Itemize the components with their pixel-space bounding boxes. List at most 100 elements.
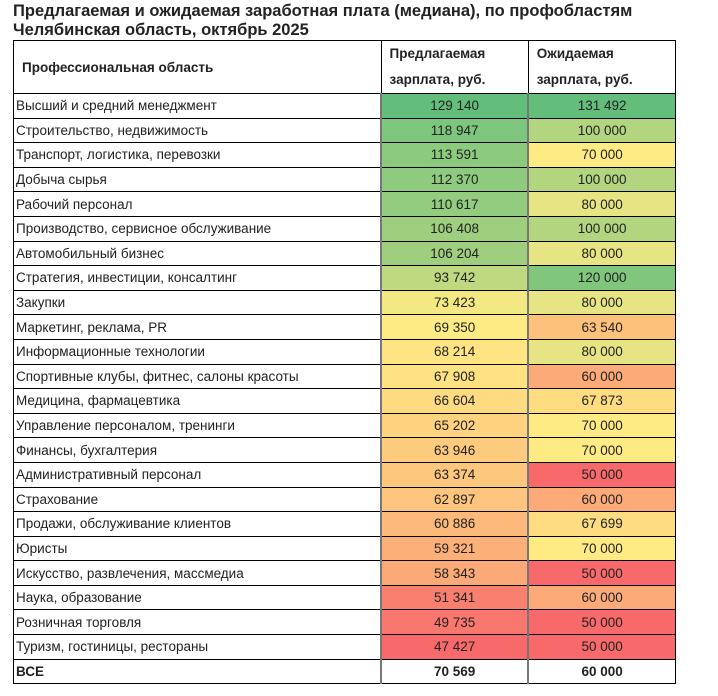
table-row: Информационные технологии 68 214 80 000 [13, 338, 677, 365]
offered-cell: 69 350 [380, 314, 529, 340]
total-label: ВСЕ [13, 658, 382, 685]
expected-cell: 80 000 [527, 240, 677, 267]
table-row: Финансы, бухгалтерия 63 946 70 000 [13, 437, 677, 463]
table-row: Страхование 62 897 60 000 [13, 486, 677, 513]
table-row: Транспорт, логистика, перевозки 113 591 … [13, 142, 677, 168]
offered-cell: 60 886 [380, 511, 529, 537]
table-row: Спортивные клубы, фитнес, салоны красоты… [13, 363, 677, 390]
table-row: Наука, образование 51 341 60 000 [13, 584, 677, 611]
offered-cell: 110 617 [380, 191, 529, 217]
expected-cell: 100 000 [527, 117, 677, 144]
area-cell: Финансы, бухгалтерия [13, 437, 382, 463]
offered-cell: 66 604 [380, 388, 529, 414]
header-offered-line1: Предлагаемая [389, 46, 486, 61]
offered-cell: 59 321 [380, 535, 529, 562]
table-row: Высший и средний менеджмент 129 140 131 … [13, 93, 677, 119]
header-expected-line2: зарплата, руб. [536, 72, 633, 87]
table-row: Медицина, фармацевтика 66 604 67 873 [13, 388, 677, 414]
area-cell: Строительство, недвижимость [13, 117, 382, 144]
expected-cell: 70 000 [527, 142, 677, 168]
area-cell: Медицина, фармацевтика [13, 388, 382, 414]
offered-cell: 51 341 [380, 584, 529, 611]
table-row: Маркетинг, реклама, PR 69 350 63 540 [13, 314, 677, 340]
table-row: Розничная торговля 49 735 50 000 [13, 609, 677, 636]
area-cell: Спортивные клубы, фитнес, салоны красоты [13, 363, 382, 390]
title-line-1: Предлагаемая и ожидаемая заработная плат… [13, 2, 633, 20]
area-cell: Продажи, обслуживание клиентов [13, 511, 382, 537]
expected-cell: 70 000 [527, 412, 677, 439]
table-row: Туризм, гостиницы, рестораны 47 427 50 0… [13, 634, 677, 660]
header-area: Профессиональная область [13, 40, 382, 94]
area-cell: Стратегия, инвестиции, консалтинг [13, 265, 382, 291]
expected-cell: 80 000 [527, 289, 677, 316]
offered-cell: 49 735 [380, 609, 529, 636]
area-cell: Маркетинг, реклама, PR [13, 314, 382, 340]
expected-cell: 70 000 [527, 535, 677, 562]
area-cell: Розничная торговля [13, 609, 382, 636]
header-offered-line2: зарплата, руб. [389, 72, 486, 87]
expected-cell: 50 000 [527, 609, 677, 636]
table-row: Юристы 59 321 70 000 [13, 535, 677, 562]
area-cell: Производство, сервисное обслуживание [13, 215, 382, 242]
expected-cell: 60 000 [527, 363, 677, 390]
title-line-2: Челябинская область, октябрь 2025 [13, 21, 309, 39]
area-cell: Добыча сырья [13, 166, 382, 193]
header-expected-line1: Ожидаемая [536, 46, 614, 61]
table-row: Рабочий персонал 110 617 80 000 [13, 191, 677, 217]
header-expected: Ожидаемая зарплата, руб. [527, 40, 677, 94]
table-row: Административный персонал 63 374 50 000 [13, 461, 677, 488]
expected-cell: 50 000 [527, 560, 677, 586]
offered-cell: 93 742 [380, 265, 529, 291]
table-row: Управление персоналом, тренинги 65 202 7… [13, 412, 677, 439]
area-cell: Транспорт, логистика, перевозки [13, 142, 382, 168]
salary-table: Профессиональная область Предлагаемая зар… [13, 40, 677, 685]
expected-cell: 70 000 [527, 437, 677, 463]
table-row: Автомобильный бизнес 106 204 80 000 [13, 240, 677, 267]
header-offered: Предлагаемая зарплата, руб. [380, 40, 529, 94]
expected-cell: 67 873 [527, 388, 677, 414]
area-cell: Рабочий персонал [13, 191, 382, 217]
header-row: Профессиональная область Предлагаемая зар… [13, 40, 677, 94]
offered-cell: 63 374 [380, 461, 529, 488]
area-cell: Туризм, гостиницы, рестораны [13, 634, 382, 660]
expected-cell: 67 699 [527, 511, 677, 537]
expected-cell: 120 000 [527, 265, 677, 291]
offered-cell: 113 591 [380, 142, 529, 168]
expected-cell: 100 000 [527, 166, 677, 193]
expected-cell: 50 000 [527, 461, 677, 488]
offered-cell: 106 408 [380, 215, 529, 242]
expected-cell: 80 000 [527, 191, 677, 217]
table-row: Стратегия, инвестиции, консалтинг 93 742… [13, 265, 677, 291]
area-cell: Страхование [13, 486, 382, 513]
offered-cell: 67 908 [380, 363, 529, 390]
offered-cell: 112 370 [380, 166, 529, 193]
area-cell: Управление персоналом, тренинги [13, 412, 382, 439]
area-cell: Информационные технологии [13, 338, 382, 365]
area-cell: Высший и средний менеджмент [13, 93, 382, 119]
expected-cell: 60 000 [527, 584, 677, 611]
total-expected: 60 000 [527, 658, 677, 685]
expected-cell: 63 540 [527, 314, 677, 340]
expected-cell: 50 000 [527, 634, 677, 660]
offered-cell: 106 204 [380, 240, 529, 267]
offered-cell: 62 897 [380, 486, 529, 513]
expected-cell: 80 000 [527, 338, 677, 365]
table-row: Производство, сервисное обслуживание 106… [13, 215, 677, 242]
expected-cell: 131 492 [527, 93, 677, 119]
offered-cell: 65 202 [380, 412, 529, 439]
expected-cell: 100 000 [527, 215, 677, 242]
area-cell: Административный персонал [13, 461, 382, 488]
area-cell: Искусство, развлечения, массмедиа [13, 560, 382, 586]
page-title: Предлагаемая и ожидаемая заработная плат… [13, 2, 632, 40]
total-offered: 70 569 [380, 658, 529, 685]
offered-cell: 73 423 [380, 289, 529, 316]
offered-cell: 118 947 [380, 117, 529, 144]
offered-cell: 63 946 [380, 437, 529, 463]
offered-cell: 47 427 [380, 634, 529, 660]
area-cell: Наука, образование [13, 584, 382, 611]
expected-cell: 60 000 [527, 486, 677, 513]
table-row: Строительство, недвижимость 118 947 100 … [13, 117, 677, 144]
area-cell: Юристы [13, 535, 382, 562]
table-row: Добыча сырья 112 370 100 000 [13, 166, 677, 193]
table-row: Продажи, обслуживание клиентов 60 886 67… [13, 511, 677, 537]
